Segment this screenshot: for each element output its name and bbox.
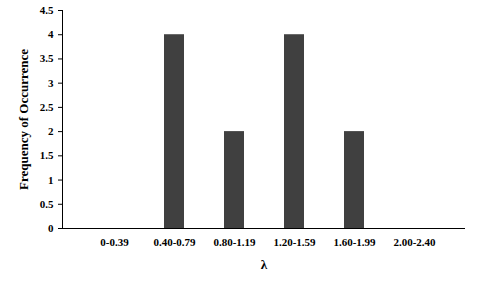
svg-text:0: 0 (48, 222, 54, 234)
svg-text:2.5: 2.5 (40, 101, 54, 113)
svg-text:3.5: 3.5 (40, 52, 54, 64)
svg-text:0.5: 0.5 (40, 198, 54, 210)
svg-text:2.00-2.40: 2.00-2.40 (393, 236, 436, 248)
svg-text:2: 2 (48, 125, 54, 137)
svg-text:1: 1 (48, 174, 54, 186)
svg-text:0.80-1.19: 0.80-1.19 (213, 236, 256, 248)
svg-text:1.5: 1.5 (40, 149, 54, 161)
svg-text:1.20-1.59: 1.20-1.59 (273, 236, 316, 248)
svg-text:0.40-0.79: 0.40-0.79 (153, 236, 196, 248)
svg-text:4.5: 4.5 (40, 4, 54, 16)
svg-text:0-0.39: 0-0.39 (100, 236, 129, 248)
svg-text:3: 3 (48, 77, 54, 89)
svg-text:Frequency of Occurrence: Frequency of Occurrence (16, 49, 31, 190)
svg-text:4: 4 (48, 28, 54, 40)
svg-text:λ: λ (261, 257, 268, 272)
svg-text:1.60-1.99: 1.60-1.99 (333, 236, 376, 248)
